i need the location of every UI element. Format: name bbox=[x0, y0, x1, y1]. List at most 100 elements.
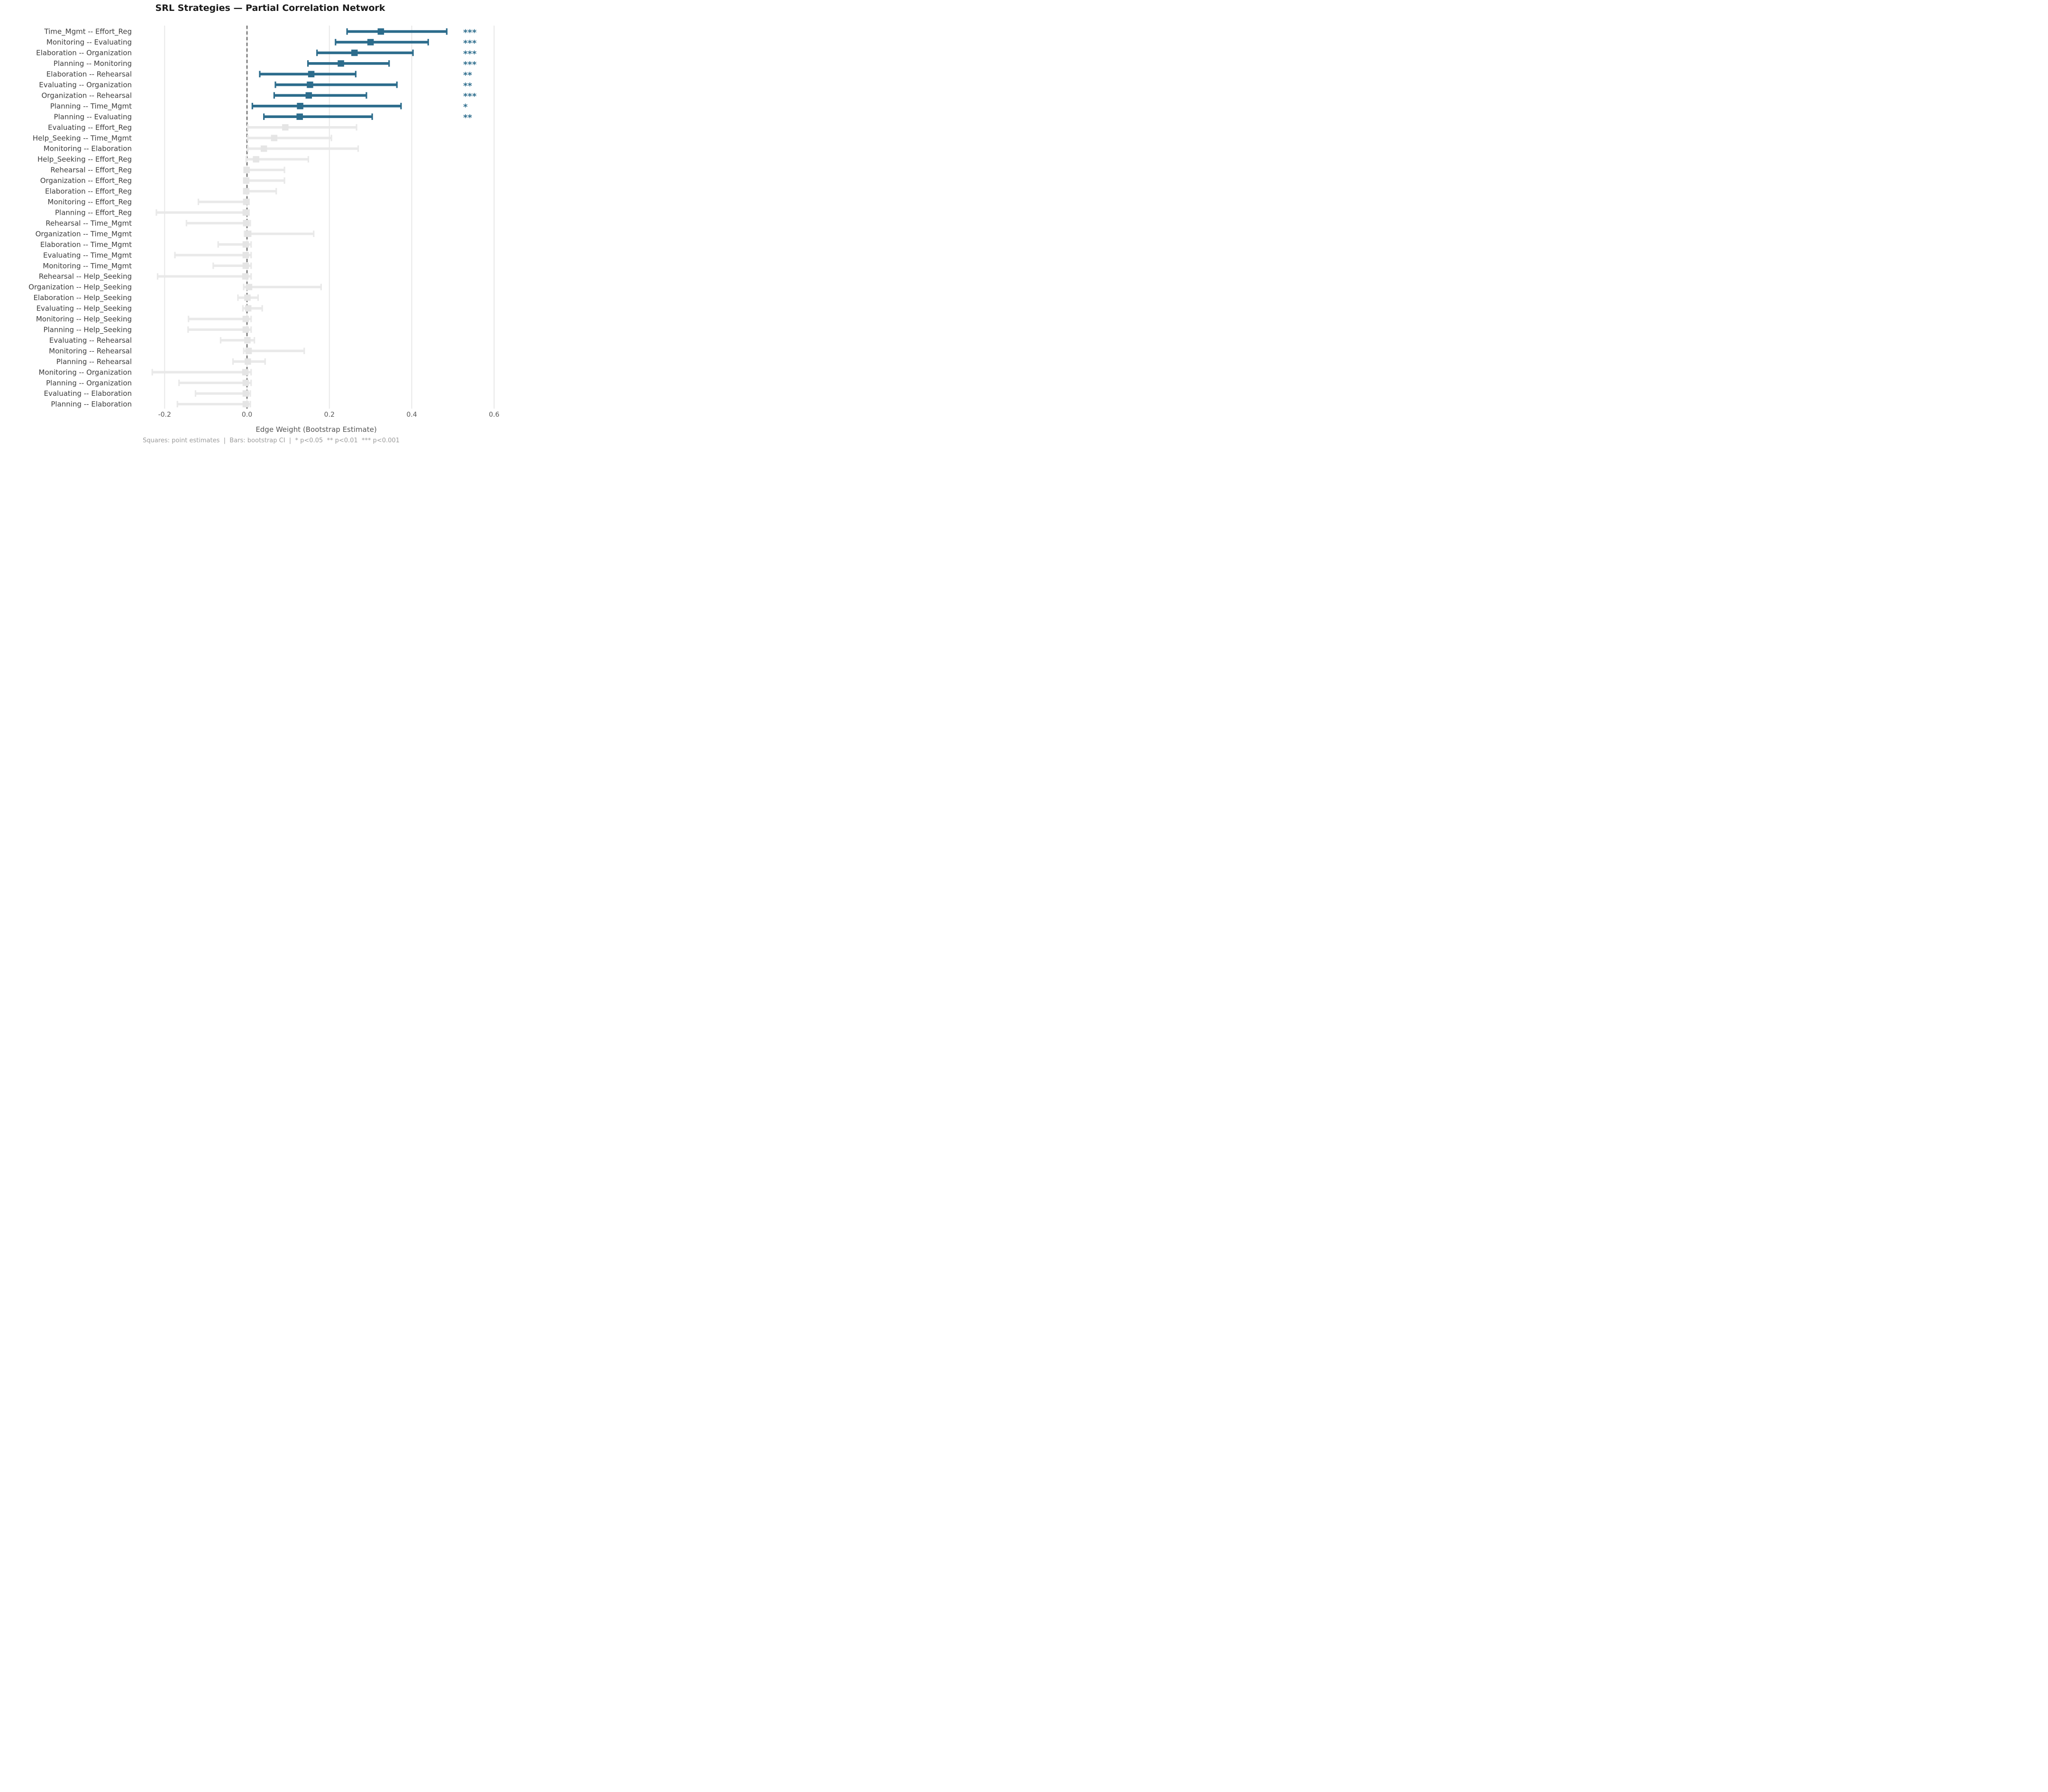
point-square bbox=[243, 199, 250, 205]
ci-cap bbox=[232, 358, 234, 365]
ci-cap bbox=[247, 124, 249, 131]
ci-bar bbox=[177, 402, 250, 406]
ci-cap bbox=[243, 347, 245, 355]
forest-row: Rehearsal -- Time_Mgmt bbox=[46, 219, 251, 228]
point-square bbox=[242, 209, 249, 216]
row-label: Elaboration -- Organization bbox=[36, 49, 132, 57]
row-label: Monitoring -- Rehearsal bbox=[49, 347, 132, 355]
ci-bar bbox=[264, 115, 373, 118]
point-square bbox=[242, 326, 249, 333]
ci-bar bbox=[243, 307, 263, 310]
ci-cap bbox=[242, 305, 244, 312]
forest-row: Elaboration -- Organization *** bbox=[36, 49, 477, 59]
x-tick-label: 0.0 bbox=[242, 411, 252, 419]
ci-bar bbox=[317, 51, 413, 55]
ci-cap bbox=[249, 390, 251, 397]
row-label: Planning -- Evaluating bbox=[54, 112, 132, 121]
ci-cap bbox=[249, 219, 251, 227]
point-square bbox=[260, 145, 267, 152]
point-square bbox=[245, 230, 252, 237]
ci-cap bbox=[244, 230, 246, 237]
ci-cap bbox=[251, 102, 253, 110]
ci-cap bbox=[283, 177, 285, 184]
point-square bbox=[245, 347, 252, 354]
row-label: Evaluating -- Effort_Reg bbox=[48, 123, 132, 132]
ci-bar bbox=[335, 41, 429, 44]
ci-cap bbox=[400, 102, 402, 110]
ci-cap bbox=[250, 369, 252, 375]
forest-row: Elaboration -- Rehearsal ** bbox=[46, 70, 473, 81]
forest-row: Organization -- Rehearsal *** bbox=[41, 91, 476, 101]
ci-cap bbox=[320, 283, 322, 291]
ci-bar bbox=[247, 137, 332, 139]
forest-row: Monitoring -- Help_Seeking bbox=[36, 315, 252, 324]
row-label: Monitoring -- Help_Seeking bbox=[36, 315, 132, 324]
row-label: Elaboration -- Effort_Reg bbox=[45, 187, 132, 196]
significance-stars: * bbox=[463, 102, 468, 112]
point-square bbox=[367, 39, 374, 46]
forest-row: Planning -- Organization bbox=[46, 379, 252, 387]
ci-cap bbox=[273, 92, 275, 99]
point-square bbox=[244, 294, 251, 301]
point-square bbox=[244, 337, 251, 344]
ci-cap bbox=[346, 28, 348, 35]
forest-row: Planning -- Elaboration bbox=[51, 400, 251, 409]
chart-footnote: Squares: point estimates | Bars: bootstr… bbox=[143, 437, 400, 444]
ci-cap bbox=[388, 60, 390, 67]
forest-row: Organization -- Help_Seeking bbox=[28, 283, 322, 292]
point-square bbox=[282, 124, 289, 131]
point-square bbox=[242, 252, 249, 258]
ci-cap bbox=[178, 379, 180, 386]
row-label: Monitoring -- Time_Mgmt bbox=[43, 262, 132, 271]
forest-row: Evaluating -- Organization ** bbox=[39, 81, 472, 91]
row-label: Monitoring -- Evaluating bbox=[46, 38, 132, 46]
ci-cap bbox=[259, 71, 261, 78]
point-square bbox=[338, 60, 344, 67]
ci-bar bbox=[186, 222, 250, 225]
forest-row: Evaluating -- Elaboration bbox=[44, 389, 251, 398]
ci-cap bbox=[264, 358, 266, 365]
row-label: Rehearsal -- Effort_Reg bbox=[50, 166, 132, 175]
row-label: Organization -- Help_Seeking bbox=[28, 283, 132, 292]
ci-cap bbox=[217, 241, 219, 248]
row-label: Planning -- Monitoring bbox=[54, 59, 132, 68]
point-square bbox=[242, 369, 249, 375]
x-tick-label: 0.6 bbox=[489, 411, 499, 419]
ci-cap bbox=[412, 49, 414, 56]
forest-row: Planning -- Help_Seeking bbox=[43, 325, 252, 334]
significance-stars: *** bbox=[463, 38, 477, 48]
row-label: Time_Mgmt -- Effort_Reg bbox=[44, 27, 132, 37]
chart-title: SRL Strategies — Partial Correlation Net… bbox=[155, 3, 385, 13]
row-label: Planning -- Elaboration bbox=[51, 400, 132, 409]
point-square bbox=[271, 135, 278, 141]
ci-bar bbox=[347, 30, 447, 33]
row-label: Evaluating -- Time_Mgmt bbox=[43, 251, 132, 260]
forest-plot-figure: -0.2 0.0 0.2 0.4 0.6 Time_Mgmt -- Effort_Reg *… bbox=[0, 0, 512, 448]
ci-cap bbox=[355, 71, 357, 78]
ci-bar bbox=[247, 147, 358, 150]
x-axis-label: Edge Weight (Bootstrap Estimate) bbox=[256, 425, 377, 434]
point-square bbox=[242, 273, 249, 280]
forest-row: Monitoring -- Rehearsal bbox=[49, 347, 305, 355]
row-label: Rehearsal -- Time_Mgmt bbox=[46, 219, 132, 228]
ci-bar bbox=[213, 264, 251, 267]
forest-row: Monitoring -- Time_Mgmt bbox=[43, 262, 252, 271]
point-square bbox=[244, 358, 251, 365]
ci-cap bbox=[366, 92, 367, 99]
forest-row: Help_Seeking -- Time_Mgmt bbox=[33, 134, 332, 143]
ci-cap bbox=[356, 124, 357, 131]
ci-bar bbox=[246, 158, 309, 161]
forest-row: Elaboration -- Help_Seeking bbox=[33, 293, 259, 302]
ci-bar bbox=[244, 285, 321, 289]
forest-row: Organization -- Time_Mgmt bbox=[36, 229, 315, 238]
ci-cap bbox=[257, 294, 259, 301]
point-square bbox=[242, 379, 249, 386]
ci-cap bbox=[237, 294, 239, 301]
ci-bar bbox=[218, 243, 251, 246]
ci-cap bbox=[254, 337, 256, 344]
ci-bar bbox=[179, 381, 251, 384]
forest-row: Elaboration -- Time_Mgmt bbox=[40, 240, 252, 249]
forest-row: Elaboration -- Effort_Reg bbox=[45, 187, 277, 196]
ci-cap bbox=[274, 81, 276, 88]
forest-row: Monitoring -- Organization bbox=[39, 368, 252, 376]
